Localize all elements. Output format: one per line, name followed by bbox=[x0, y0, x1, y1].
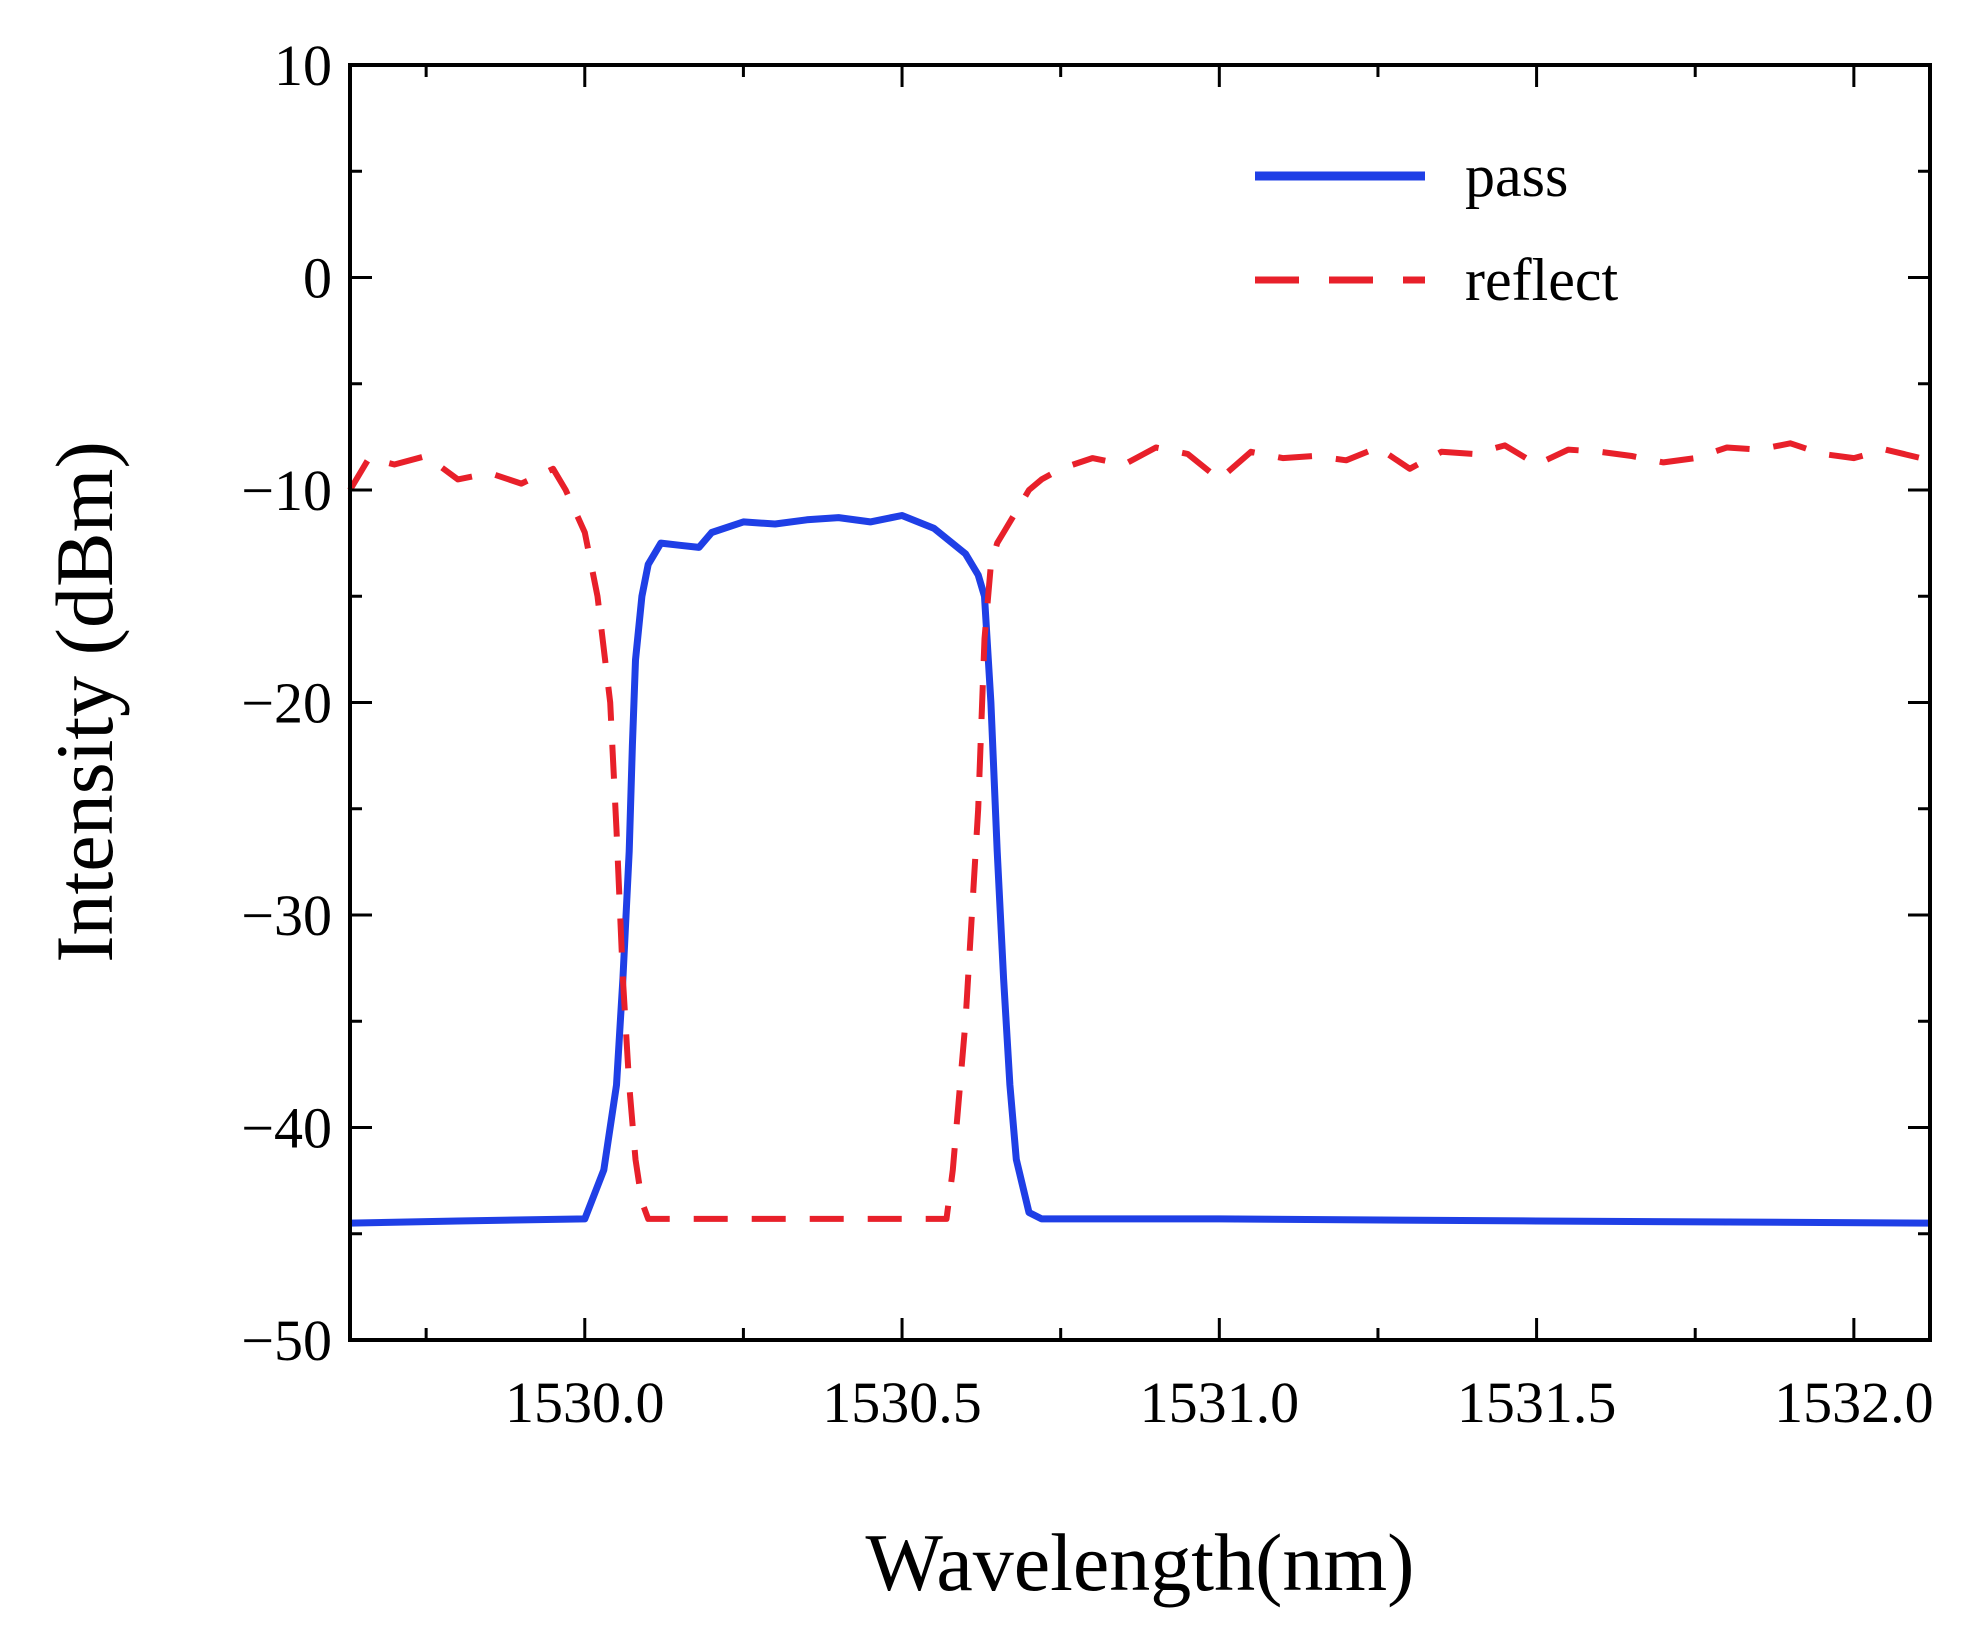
x-tick-label: 1530.5 bbox=[822, 1370, 982, 1435]
y-tick-label: −50 bbox=[241, 1308, 332, 1373]
axis-ticks bbox=[350, 63, 1930, 1342]
y-tick-label: −10 bbox=[241, 458, 332, 523]
y-tick-label: −40 bbox=[241, 1096, 332, 1161]
plot-lines bbox=[347, 440, 1931, 1227]
x-tick-label: 1531.0 bbox=[1140, 1370, 1300, 1435]
legend: pass reflect bbox=[1255, 143, 1619, 313]
y-tick-label: −30 bbox=[241, 883, 332, 948]
x-tick-label: 1531.5 bbox=[1457, 1370, 1617, 1435]
plot-frame bbox=[348, 63, 1932, 1342]
x-tick-label: 1530.0 bbox=[505, 1370, 665, 1435]
legend-label-reflect: reflect bbox=[1465, 247, 1619, 313]
series-line-pass bbox=[349, 512, 1931, 1227]
x-tick-label: 1532.0 bbox=[1774, 1370, 1934, 1435]
tick-labels: 1530.0 1530.5 1531.0 1531.5 1532.0 −50 −40 −30 −… bbox=[241, 33, 1933, 1435]
y-axis-title: Intensity (dBm) bbox=[39, 441, 130, 963]
y-tick-label: −20 bbox=[241, 671, 332, 736]
legend-label-pass: pass bbox=[1465, 143, 1568, 209]
y-tick-label: 0 bbox=[303, 246, 332, 311]
x-axis-title: Wavelength(nm) bbox=[866, 1517, 1415, 1608]
y-tick-label: 10 bbox=[274, 33, 332, 98]
series-line-reflect bbox=[347, 440, 1931, 1222]
